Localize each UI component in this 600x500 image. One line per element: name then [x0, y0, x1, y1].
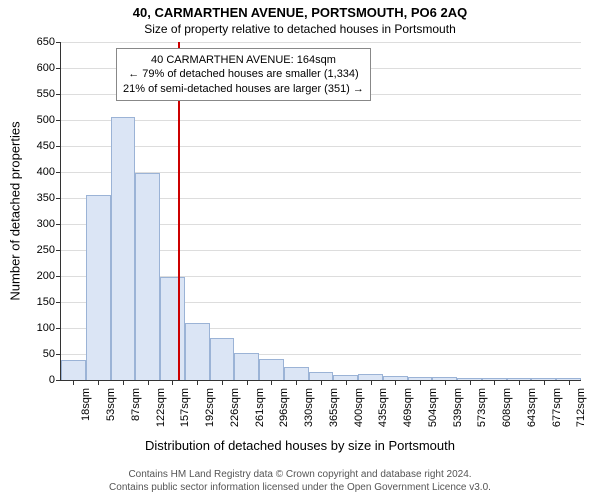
- ytick-label: 550: [37, 88, 61, 100]
- xtick-label: 573sqm: [475, 388, 489, 427]
- xtick-label: 365sqm: [326, 388, 340, 427]
- histogram-bar: [210, 338, 235, 380]
- xtick-label: 226sqm: [227, 388, 241, 427]
- histogram-bar: [234, 353, 259, 380]
- xtick-label: 53sqm: [103, 388, 117, 421]
- xtick-label: 296sqm: [276, 388, 290, 427]
- xtick-label: 677sqm: [549, 388, 563, 427]
- ytick-label: 450: [37, 140, 61, 152]
- title-sub: Size of property relative to detached ho…: [0, 22, 600, 36]
- footer-line: Contains HM Land Registry data © Crown c…: [0, 468, 600, 481]
- histogram-bar: [383, 376, 408, 380]
- xtick-label: 122sqm: [153, 388, 167, 427]
- xtick: [395, 380, 396, 385]
- gridline: [61, 42, 581, 43]
- histogram-bar: [457, 378, 482, 380]
- plot-area: 40 CARMARTHEN AVENUE: 164sqm← 79% of det…: [60, 42, 581, 381]
- xtick: [123, 380, 124, 385]
- xtick: [222, 380, 223, 385]
- annotation-line: 40 CARMARTHEN AVENUE: 164sqm: [123, 53, 364, 67]
- xtick: [494, 380, 495, 385]
- footer-line: Contains public sector information licen…: [0, 481, 600, 494]
- xtick-label: 643sqm: [524, 388, 538, 427]
- xtick: [321, 380, 322, 385]
- gridline: [61, 120, 581, 121]
- xtick: [271, 380, 272, 385]
- histogram-bar: [507, 378, 532, 380]
- histogram-bar: [259, 359, 284, 380]
- ytick-label: 500: [37, 114, 61, 126]
- xtick-label: 261sqm: [252, 388, 266, 427]
- histogram-bar: [432, 377, 457, 380]
- xtick: [470, 380, 471, 385]
- footer-attribution: Contains HM Land Registry data © Crown c…: [0, 468, 600, 494]
- xtick: [420, 380, 421, 385]
- xtick-label: 469sqm: [400, 388, 414, 427]
- xtick-label: 157sqm: [177, 388, 191, 427]
- xtick-label: 192sqm: [202, 388, 216, 427]
- histogram-bar: [111, 117, 136, 380]
- xtick: [98, 380, 99, 385]
- histogram-bar: [86, 195, 111, 380]
- ytick-label: 150: [37, 296, 61, 308]
- xtick: [544, 380, 545, 385]
- title-main: 40, CARMARTHEN AVENUE, PORTSMOUTH, PO6 2…: [0, 5, 600, 20]
- xtick-label: 539sqm: [450, 388, 464, 427]
- xtick: [371, 380, 372, 385]
- xtick-label: 608sqm: [499, 388, 513, 427]
- xtick: [296, 380, 297, 385]
- xtick: [569, 380, 570, 385]
- xtick-label: 504sqm: [425, 388, 439, 427]
- ytick-label: 600: [37, 62, 61, 74]
- annotation-line: ← 79% of detached houses are smaller (1,…: [123, 67, 364, 81]
- xtick: [445, 380, 446, 385]
- histogram-bar: [284, 367, 309, 380]
- xtick: [73, 380, 74, 385]
- ytick-label: 400: [37, 166, 61, 178]
- histogram-bar: [531, 378, 556, 380]
- ytick-label: 250: [37, 244, 61, 256]
- xtick: [346, 380, 347, 385]
- annotation-box: 40 CARMARTHEN AVENUE: 164sqm← 79% of det…: [116, 48, 371, 101]
- xtick-label: 87sqm: [128, 388, 142, 421]
- x-axis-label: Distribution of detached houses by size …: [0, 438, 600, 453]
- histogram-bar: [61, 360, 86, 380]
- histogram-bar: [309, 372, 334, 380]
- gridline: [61, 146, 581, 147]
- xtick: [247, 380, 248, 385]
- xtick: [519, 380, 520, 385]
- histogram-bar: [160, 277, 185, 380]
- y-axis-label: Number of detached properties: [8, 121, 23, 300]
- histogram-bar: [556, 378, 581, 380]
- ytick-label: 650: [37, 36, 61, 48]
- chart-container: 40, CARMARTHEN AVENUE, PORTSMOUTH, PO6 2…: [0, 0, 600, 500]
- histogram-bar: [333, 375, 358, 380]
- ytick-label: 50: [43, 348, 61, 360]
- xtick-label: 712sqm: [574, 388, 588, 427]
- histogram-bar: [135, 173, 160, 380]
- ytick-label: 0: [49, 374, 61, 386]
- annotation-line: 21% of semi-detached houses are larger (…: [123, 82, 364, 96]
- ytick-label: 300: [37, 218, 61, 230]
- ytick-label: 350: [37, 192, 61, 204]
- xtick: [172, 380, 173, 385]
- ytick-label: 100: [37, 322, 61, 334]
- ytick-label: 200: [37, 270, 61, 282]
- xtick: [148, 380, 149, 385]
- histogram-bar: [358, 374, 383, 380]
- histogram-bar: [482, 378, 507, 380]
- xtick: [197, 380, 198, 385]
- xtick-label: 435sqm: [376, 388, 390, 427]
- xtick-label: 330sqm: [301, 388, 315, 427]
- histogram-bar: [185, 323, 210, 380]
- histogram-bar: [408, 377, 433, 380]
- xtick-label: 18sqm: [78, 388, 92, 421]
- xtick-label: 400sqm: [351, 388, 365, 427]
